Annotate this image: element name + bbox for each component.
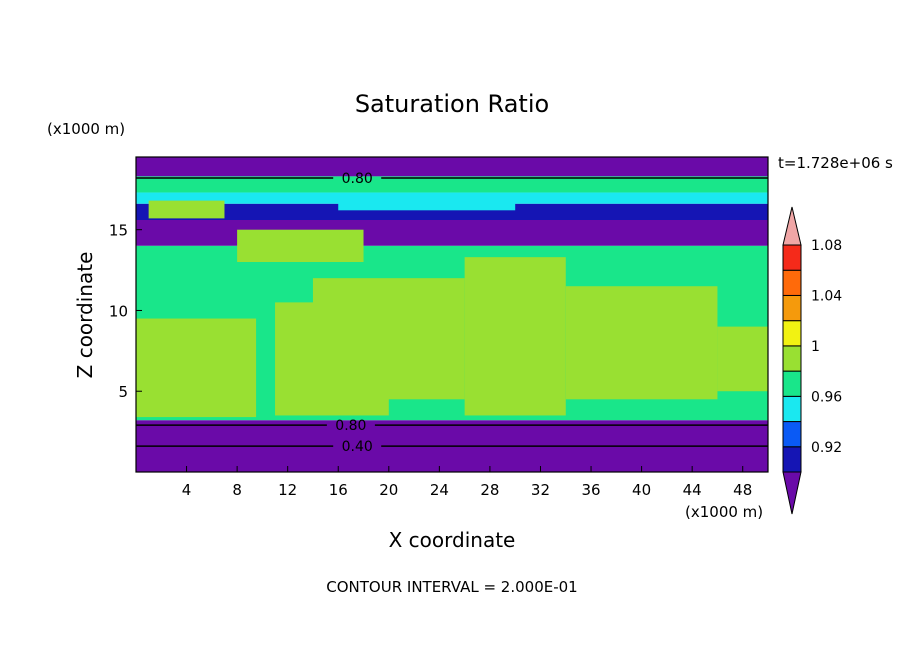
x-tick-label-6: 28: [480, 481, 499, 499]
y-tick-label-2: 15: [109, 222, 128, 240]
contour-lines: 0.80 0.80 0.40: [136, 171, 768, 455]
field-band-0: [136, 157, 768, 177]
colorbar-swatch-4: [782, 370, 802, 397]
contour-label-2: 0.40: [342, 439, 373, 455]
colorbar-label-2: 1: [811, 339, 820, 355]
field-region-3: [464, 257, 566, 416]
y-axis-ticks: 5 10 15: [109, 222, 142, 401]
x-unit-label: (x1000 m): [685, 503, 763, 521]
field-region-2: [312, 278, 465, 400]
x-tick-label-4: 20: [379, 481, 398, 499]
field-region-6: [717, 326, 768, 392]
field-band-1: [136, 176, 768, 193]
field-region-5: [237, 229, 364, 262]
field-band-4: [136, 220, 768, 246]
colorbar-swatch-6: [782, 320, 802, 347]
time-label: t=1.728e+06 s: [778, 154, 893, 172]
colorbar-swatch-5: [782, 345, 802, 372]
field-region-7: [148, 200, 225, 219]
x-tick-label-8: 36: [581, 481, 600, 499]
x-tick-label-0: 4: [182, 481, 192, 499]
colorbar-label-1: 0.96: [811, 389, 842, 405]
field-region-8: [338, 199, 516, 211]
colorbar-swatch-8: [782, 269, 802, 296]
field-region-0: [136, 318, 257, 418]
colorbar-top-triangle: [782, 206, 802, 246]
colorbar-swatch-9: [782, 244, 802, 271]
x-axis-ticks: 4 8 12 16 20 24 28 32 36 40 44 48: [182, 466, 752, 499]
x-tick-label-7: 32: [531, 481, 550, 499]
contour-label-0: 0.80: [342, 171, 373, 187]
x-tick-label-10: 44: [683, 481, 702, 499]
y-unit-label: (x1000 m): [47, 120, 125, 138]
y-tick-label-1: 10: [109, 302, 128, 320]
x-tick-label-5: 24: [430, 481, 449, 499]
contour-interval-footer: CONTOUR INTERVAL = 2.000E-01: [326, 578, 577, 596]
colorbar-label-3: 1.04: [811, 288, 842, 304]
colorbar-swatch-7: [782, 294, 802, 322]
x-tick-label-9: 40: [632, 481, 651, 499]
colorbar-bottom-triangle: [782, 471, 802, 515]
x-tick-label-11: 48: [733, 481, 752, 499]
colorbar-label-4: 1.08: [811, 238, 842, 254]
colorbar-swatch-3: [782, 395, 802, 423]
contour-label-1: 0.80: [335, 418, 366, 434]
x-axis-label: X coordinate: [389, 528, 516, 552]
field-region-4: [565, 286, 718, 400]
plot-frame: [135, 156, 769, 473]
field-band-2: [136, 192, 768, 204]
chart-title: Saturation Ratio: [355, 90, 549, 118]
x-tick-label-1: 8: [232, 481, 242, 499]
x-tick-label-3: 16: [329, 481, 348, 499]
colorbar-swatch-1: [782, 446, 802, 473]
y-axis-label: Z coordinate: [73, 252, 97, 379]
colorbar: 0.92 0.96 1 1.04 1.08: [782, 206, 842, 515]
field-band-3: [136, 203, 768, 220]
x-tick-label-2: 12: [278, 481, 297, 499]
colorbar-label-0: 0.92: [811, 440, 842, 456]
colorbar-swatch-2: [782, 421, 802, 448]
y-tick-label-0: 5: [118, 383, 128, 401]
